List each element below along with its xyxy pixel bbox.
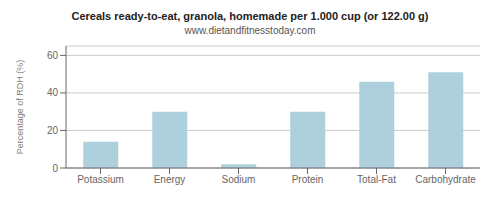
svg-text:Total-Fat: Total-Fat xyxy=(357,174,396,185)
svg-text:0: 0 xyxy=(52,163,58,174)
svg-text:Protein: Protein xyxy=(292,174,324,185)
svg-text:Sodium: Sodium xyxy=(222,174,256,185)
svg-text:40: 40 xyxy=(47,87,59,98)
svg-text:Potassium: Potassium xyxy=(77,174,124,185)
svg-text:20: 20 xyxy=(47,125,59,136)
svg-text:Carbohydrate: Carbohydrate xyxy=(415,174,476,185)
svg-text:Percentage of RDH (%): Percentage of RDH (%) xyxy=(15,60,25,155)
svg-text:Energy: Energy xyxy=(154,174,186,185)
html-text:www.dietandfitnesstoday.com: www.dietandfitnesstoday.com xyxy=(184,25,316,36)
svg-text:60: 60 xyxy=(47,50,59,61)
html-text:Cereals ready-to-eat, granola,: Cereals ready-to-eat, granola, homemade … xyxy=(71,10,429,22)
